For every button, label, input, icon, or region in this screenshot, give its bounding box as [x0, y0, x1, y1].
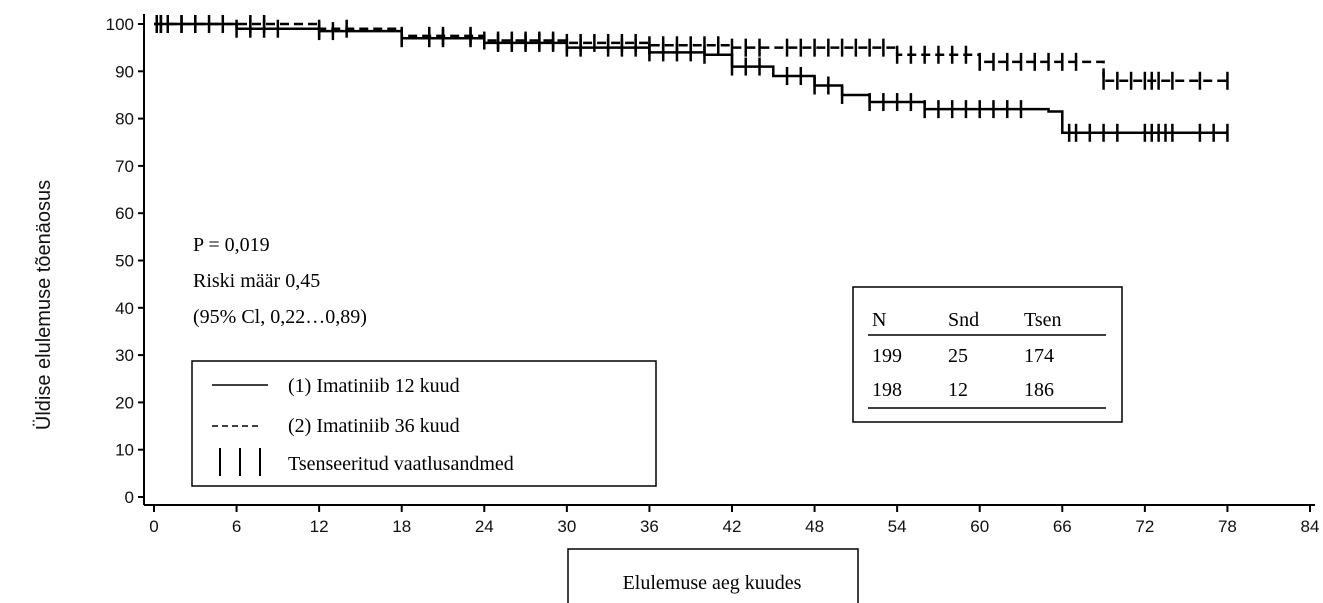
- events-table: N Snd Tsen 199 25 174 198 12 186: [852, 286, 1123, 423]
- table-header-n: N: [872, 309, 886, 331]
- table-cell: 12: [948, 379, 968, 401]
- x-axis-title: Elulemuse aeg kuudes: [623, 572, 802, 594]
- table-cell: 198: [872, 379, 902, 401]
- y-tick-label: 100: [106, 15, 134, 34]
- p-value: P = 0,019: [193, 234, 270, 256]
- confidence-interval: (95% Cl, 0,22…0,89): [193, 306, 367, 328]
- table-box: [852, 286, 1123, 423]
- axes: 0 10 20 30 40 50 60 70 80 90 100 0 6 12 18 24 30 36 42 48 54…: [106, 14, 1320, 536]
- x-tick-label: 30: [557, 517, 576, 536]
- x-tick-label: 42: [723, 517, 742, 536]
- x-tick-label: 48: [805, 517, 824, 536]
- legend-label-3: Tsenseeritud vaatlusandmed: [288, 453, 514, 475]
- x-tick-label: 72: [1135, 517, 1154, 536]
- table-cell: 199: [872, 345, 902, 367]
- table-header-tsen: Tsen: [1024, 309, 1061, 331]
- y-tick-label: 10: [115, 441, 134, 460]
- x-tick-label: 78: [1218, 517, 1237, 536]
- y-axis-title: Üldise elulemuse tõenäosus: [33, 180, 55, 430]
- x-tick-label: 36: [640, 517, 659, 536]
- y-tick-label: 70: [115, 157, 134, 176]
- y-tick-label: 60: [115, 204, 134, 223]
- x-axis-title-box: [567, 548, 859, 603]
- table-cell: 186: [1024, 379, 1054, 401]
- table-cell: 174: [1024, 345, 1054, 367]
- legend-label-1: (1) Imatiniib 12 kuud: [288, 375, 460, 397]
- x-tick-label: 54: [888, 517, 907, 536]
- x-tick-label: 6: [232, 517, 241, 536]
- y-tick-label: 0: [125, 488, 134, 507]
- legend-box: [191, 360, 657, 487]
- x-tick-label: 60: [970, 517, 989, 536]
- y-tick-label: 40: [115, 299, 134, 318]
- y-tick-label: 90: [115, 62, 134, 81]
- table-header-snd: Snd: [948, 309, 979, 331]
- x-tick-label: 24: [475, 517, 494, 536]
- x-tick-label: 18: [392, 517, 411, 536]
- y-tick-label: 30: [115, 346, 134, 365]
- y-tick-label: 20: [115, 393, 134, 412]
- y-tick-label: 50: [115, 252, 134, 271]
- x-tick-label: 0: [149, 517, 158, 536]
- x-tick-label: 12: [310, 517, 329, 536]
- hazard-ratio: Riski määr 0,45: [193, 270, 320, 292]
- legend-label-2: (2) Imatiniib 36 kuud: [288, 415, 460, 437]
- x-tick-label: 66: [1053, 517, 1072, 536]
- y-tick-label: 80: [115, 110, 134, 129]
- legend: (1) Imatiniib 12 kuud (2) Imatiniib 36 k…: [191, 360, 657, 487]
- series-layer: [154, 15, 1229, 142]
- x-tick-label: 84: [1301, 517, 1320, 536]
- table-cell: 25: [948, 345, 968, 367]
